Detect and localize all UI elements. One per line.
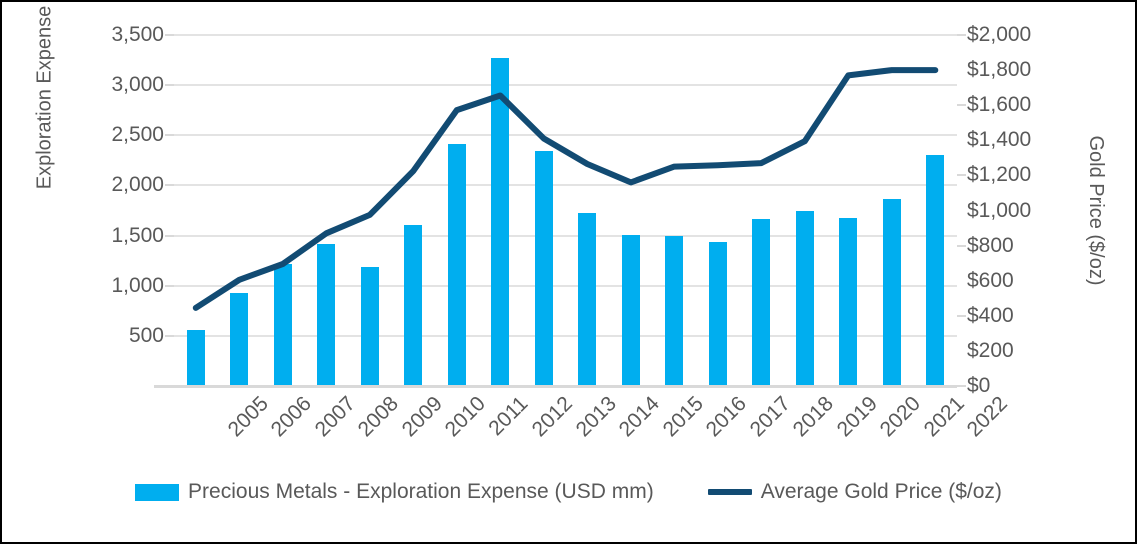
axis-tick [957, 104, 966, 107]
axis-tick [165, 184, 174, 187]
legend-item-gold-price[interactable]: Average Gold Price ($/oz) [707, 480, 1002, 504]
y-axis-right-tick-label: $200 [967, 338, 1014, 362]
y-axis-right-tick-label: $800 [967, 233, 1014, 257]
axis-tick [165, 134, 174, 137]
x-axis-tick-label: 2021 [919, 392, 969, 442]
bar [665, 235, 684, 386]
y-axis-right-tick-label: $1,000 [967, 198, 1032, 222]
x-axis-tick-label: 2009 [397, 392, 447, 442]
x-axis-tick-label: 2019 [832, 392, 882, 442]
axis-tick [957, 244, 966, 247]
bar [708, 241, 727, 386]
bar [447, 143, 466, 386]
y-axis-right-tick-label: $600 [967, 268, 1014, 292]
y-axis-left-tick-label: 1,000 [111, 273, 164, 297]
y-axis-left-tick-label: 2,500 [111, 123, 164, 147]
x-axis-tick-label: 2005 [223, 392, 273, 442]
axis-tick [957, 174, 966, 177]
chart-legend: Precious Metals - Exploration Expense (U… [2, 480, 1135, 504]
bar [882, 199, 901, 386]
bar [839, 218, 858, 386]
bar [578, 212, 597, 386]
bar [491, 58, 510, 386]
y-axis-left-tick-label: 3,000 [111, 73, 164, 97]
x-axis-tick-label: 2017 [745, 392, 795, 442]
y-axis-left-tick-label: 2,000 [111, 173, 164, 197]
y-axis-right-labels: $0 $200 $400 $600 $800 $1,000 $1,200 $1,400 $1,6… [967, 23, 1077, 397]
y-axis-left-tick-label: 3,500 [111, 23, 164, 46]
x-axis-tick-label: 2013 [571, 392, 621, 442]
bar [273, 264, 292, 386]
axis-tick [165, 84, 174, 87]
bar [926, 155, 945, 386]
y-axis-left-tick-label: 500 [128, 323, 164, 347]
y-axis-right-tick-label: $2,000 [967, 23, 1032, 46]
x-axis-tick-label: 2006 [266, 392, 317, 442]
x-axis-tick-label: 2015 [658, 392, 708, 442]
x-axis-labels: 2005 2006 2007 2008 2009 2010 2011 2012 2013 2014… [174, 392, 1012, 462]
x-axis-tick-label: 2014 [614, 392, 665, 442]
y-axis-right-tick-label: $1,200 [967, 163, 1032, 187]
bar [621, 234, 640, 386]
legend-bar-swatch-icon [135, 483, 180, 501]
gridline [174, 84, 957, 87]
axis-tick [165, 334, 174, 337]
x-axis-tick-label: 2022 [962, 392, 1013, 442]
x-axis-tick-label: 2016 [701, 392, 752, 442]
gridline [174, 184, 957, 187]
gridline [174, 134, 957, 137]
bar [230, 293, 249, 386]
x-axis-tick-label: 2010 [440, 392, 491, 442]
bar [752, 218, 771, 386]
axis-tick [165, 234, 174, 237]
bar [534, 151, 553, 386]
x-axis-tick-label: 2018 [788, 392, 839, 442]
axis-tick [165, 284, 174, 287]
legend-item-exploration-expense[interactable]: Precious Metals - Exploration Expense (U… [135, 480, 654, 504]
y-axis-right-tick-label: $1,400 [967, 128, 1032, 152]
y-axis-right-tick-label: $0 [967, 374, 991, 397]
x-axis-tick-label: 2007 [310, 392, 360, 442]
y-axis-right-tick-label: $1,600 [967, 93, 1032, 117]
x-axis-tick-label: 2011 [483, 392, 533, 441]
axis-tick [165, 34, 174, 36]
y-axis-left-title: Exploration Expense (USD mm) [33, 0, 56, 190]
x-axis-tick-label: 2020 [875, 392, 926, 442]
x-axis-tick-label: 2008 [353, 392, 404, 442]
bar [795, 211, 814, 386]
gridline [174, 34, 957, 36]
bar [404, 224, 423, 386]
axis-tick [957, 314, 966, 317]
bar [186, 330, 205, 386]
gridline [174, 334, 957, 337]
axis-tick [957, 34, 966, 36]
legend-item-label: Average Gold Price ($/oz) [760, 480, 1002, 503]
y-axis-right-tick-label: $400 [967, 303, 1014, 327]
legend-item-label: Precious Metals - Exploration Expense (U… [188, 480, 654, 503]
x-axis-tick-label: 2012 [527, 392, 578, 442]
x-axis-baseline [154, 385, 957, 388]
axis-tick [957, 385, 966, 387]
y-axis-right-title: Gold Price ($/oz) [1085, 135, 1107, 286]
bar [360, 267, 379, 386]
y-axis-right-tick-label: $1,800 [967, 58, 1032, 82]
legend-line-swatch-icon [707, 489, 752, 495]
bar [317, 244, 336, 386]
y-axis-left-tick-label: 1,500 [111, 223, 164, 247]
